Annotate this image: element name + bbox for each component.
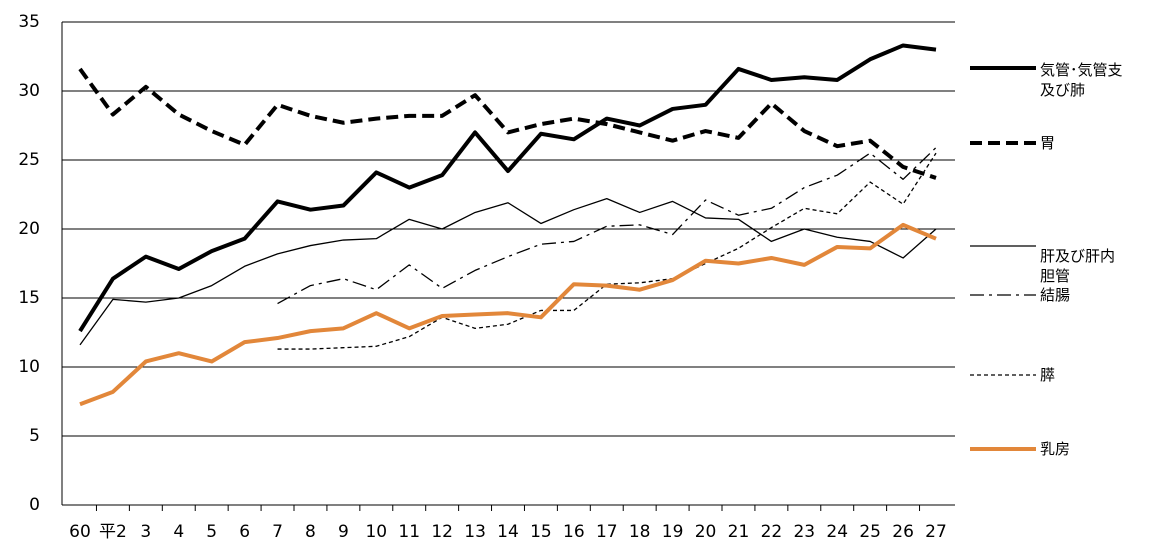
x-tick-label: 3	[140, 522, 151, 542]
legend-label: 結腸	[1040, 286, 1071, 304]
x-tick-label: 9	[338, 522, 349, 542]
x-tick-label: 12	[431, 522, 453, 542]
x-tick-label: 13	[464, 522, 486, 542]
legend-label: 気管･気管支 及び肺	[1040, 61, 1123, 99]
y-tick-label: 20	[18, 219, 40, 239]
x-tick-label: 6	[239, 522, 250, 542]
x-tick-label: 11	[398, 522, 420, 542]
x-tick-label: 26	[892, 522, 914, 542]
legend-label: 肝及び肝内 胆管	[1040, 247, 1116, 285]
y-tick-label: 30	[18, 81, 40, 101]
x-tick-label: 24	[826, 522, 848, 542]
x-tick-label: 60	[69, 522, 91, 542]
x-tick-label: 21	[728, 522, 750, 542]
x-tick-label: 4	[173, 522, 184, 542]
x-tick-label: 15	[530, 522, 552, 542]
series-line	[78, 67, 937, 180]
x-tick-label: 17	[596, 522, 618, 542]
x-tick-label: 5	[206, 522, 217, 542]
y-tick-label: 10	[18, 357, 40, 377]
x-tick-label: 20	[695, 522, 717, 542]
x-tick-label: 18	[629, 522, 651, 542]
x-tick-label: 23	[793, 522, 815, 542]
x-tick-label: 10	[365, 522, 387, 542]
x-tick-label: 22	[761, 522, 783, 542]
series-line	[277, 147, 937, 305]
series-line	[277, 152, 937, 350]
legend-label: 膵	[1040, 366, 1056, 384]
x-tick-label: 25	[859, 522, 881, 542]
x-tick-label: 16	[563, 522, 585, 542]
x-tick-label: 8	[305, 522, 316, 542]
x-tick-label: 27	[925, 522, 947, 542]
y-tick-label: 25	[18, 150, 40, 170]
x-tick-label: 7	[272, 522, 283, 542]
y-tick-label: 0	[29, 495, 40, 515]
x-tick-label: 19	[662, 522, 684, 542]
legend-label: 乳房	[1040, 440, 1071, 458]
y-tick-label: 35	[18, 12, 40, 32]
x-tick-label: 14	[497, 522, 519, 542]
legend-label: 胃	[1040, 134, 1056, 152]
series-line	[79, 197, 937, 346]
series-line	[78, 43, 937, 333]
series-line	[79, 222, 937, 407]
y-tick-label: 5	[29, 426, 40, 446]
x-tick-label: 平2	[99, 522, 127, 542]
y-tick-label: 15	[18, 288, 40, 308]
